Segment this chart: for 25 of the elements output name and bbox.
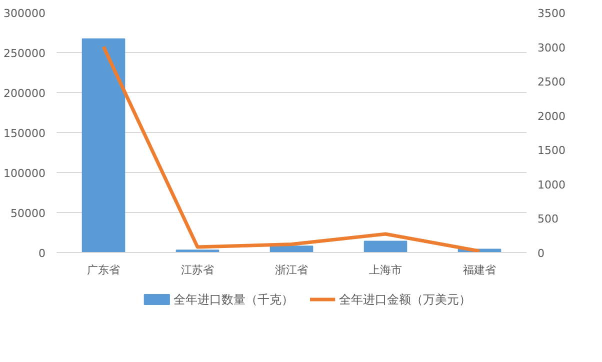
y-tick-label: 150000	[4, 127, 46, 140]
x-tick-label: 浙江省	[275, 264, 308, 276]
y-tick-label: 100000	[4, 167, 46, 180]
x-tick-label: 福建省	[463, 264, 496, 276]
legend-label: 全年进口数量（千克）	[173, 292, 294, 306]
y2-tick-label: 2000	[538, 110, 566, 123]
y2-tick-label: 0	[538, 247, 544, 260]
y-tick-label: 250000	[4, 47, 46, 60]
y2-tick-label: 3000	[538, 41, 566, 54]
y-tick-label: 300000	[4, 7, 46, 20]
legend-label: 全年进口金额（万美元）	[339, 292, 472, 306]
y2-tick-label: 2500	[538, 76, 566, 89]
y2-tick-label: 1500	[538, 144, 566, 158]
y2-tick-label: 500	[538, 212, 558, 226]
y-tick-label: 50000	[10, 207, 46, 220]
x-tick-label: 广东省	[87, 264, 120, 276]
y-tick-label: 200000	[4, 87, 46, 100]
y2-tick-label: 3500	[538, 7, 566, 20]
bar	[82, 38, 126, 252]
bar	[364, 240, 408, 252]
y2-tick-label: 1000	[538, 178, 566, 192]
y-tick-label: 0	[38, 247, 46, 260]
x-tick-label: 上海市	[369, 264, 402, 276]
line-series	[102, 45, 482, 252]
x-tick-label: 江苏省	[181, 264, 214, 276]
